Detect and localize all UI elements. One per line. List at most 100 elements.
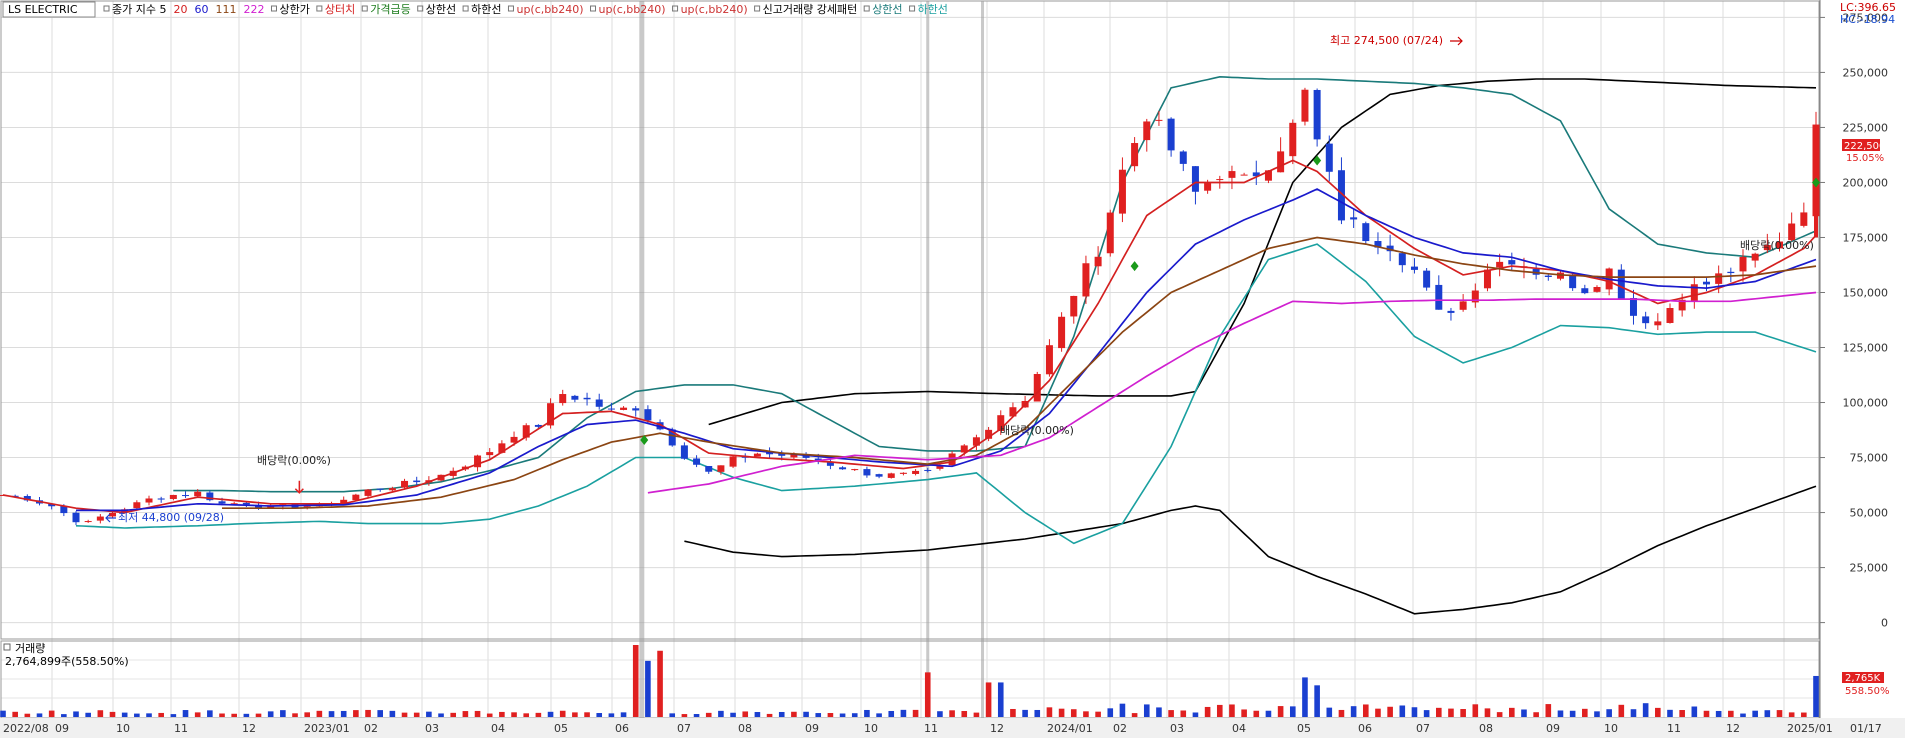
y-tick-label: 250,000 (1843, 66, 1889, 79)
candle-body (1678, 299, 1686, 311)
volume-bar (1022, 709, 1028, 717)
candle-body (656, 422, 664, 430)
volume-bar (766, 713, 773, 717)
candle-body (1009, 407, 1017, 417)
volume-checkbox[interactable] (3, 643, 11, 651)
candle-body (11, 495, 19, 497)
signal-diamond (1313, 155, 1322, 166)
volume-bar (1557, 710, 1564, 717)
volume-bar (1083, 711, 1089, 717)
volume-bar (353, 710, 359, 717)
legend-checkbox (507, 5, 514, 12)
candle-body (1374, 241, 1382, 248)
candle-body (388, 488, 396, 491)
volume-bar (730, 712, 736, 717)
volume-bar (1435, 707, 1442, 717)
candle-body (133, 502, 141, 509)
volume-bar (109, 711, 116, 717)
candle-body (48, 503, 56, 507)
candle-body (790, 453, 798, 458)
candle-body (1216, 179, 1224, 181)
candle-body (1252, 172, 1260, 177)
signal-diamond (1812, 177, 1820, 188)
legend-item: 가격급등 (370, 3, 410, 16)
volume-bar (255, 713, 262, 717)
volume-bar (48, 710, 55, 717)
candle-body (96, 516, 104, 521)
band-상한선 (173, 75, 1817, 493)
volume-bar (389, 710, 396, 717)
volume-bar (1740, 713, 1746, 717)
candle-body (1313, 89, 1321, 140)
volume-bar (207, 710, 213, 717)
current-price-tag (1842, 139, 1880, 151)
candle-body (1362, 223, 1370, 242)
x-tick-label: 08 (738, 722, 752, 735)
chart-annotations: 최고 274,500 (07/24) 최저 44,800 (09/28) 배당락(0… (105, 34, 1814, 524)
volume-bar (1399, 705, 1406, 717)
candle-body (23, 496, 31, 501)
volume-bar (645, 660, 651, 717)
candle-body (1617, 269, 1625, 299)
legend-checkbox (909, 5, 916, 12)
candle-body (620, 407, 628, 410)
volume-bar (486, 713, 493, 717)
volume-bar (1289, 706, 1296, 717)
volume-bar (937, 711, 943, 717)
volume-bar (438, 713, 444, 717)
candle-body (1337, 170, 1345, 221)
volume-bar (754, 712, 761, 717)
candle-body (267, 505, 275, 509)
legend-ma-period: 20 (173, 3, 187, 16)
candle-body (72, 512, 80, 523)
candle-body (230, 503, 238, 505)
volume-bar (559, 710, 566, 717)
candle-body (680, 445, 688, 459)
candle-body (753, 453, 761, 457)
volume-bar (61, 714, 67, 717)
candle-body (595, 399, 603, 407)
legend-checkbox (863, 5, 870, 12)
x-tick-label: 2023/01 (304, 722, 350, 735)
legend-checkbox (361, 5, 368, 12)
candle-body (1763, 245, 1771, 251)
candle-body (1033, 374, 1041, 402)
candle-body (498, 443, 506, 453)
volume-bar (231, 713, 237, 717)
volume-bar (669, 713, 676, 717)
stock-name-box[interactable] (2, 1, 96, 18)
volume-bar (1241, 709, 1247, 717)
volume-bar (1156, 707, 1162, 717)
ma-20-line (2, 159, 1817, 514)
event-marker-line (926, 1, 930, 718)
candle-body (1082, 263, 1090, 297)
volume-bar (1569, 710, 1576, 717)
candle-body (632, 408, 640, 411)
candle-body (194, 491, 202, 497)
legend-item: 상한선 (872, 3, 902, 16)
volume-bar (997, 682, 1004, 717)
candle-body (924, 469, 932, 471)
candle-body (206, 492, 214, 501)
legend-item: 상한선 (426, 3, 456, 16)
volume-bar (121, 712, 128, 717)
candle-body (534, 424, 542, 427)
current-price: 222,500 (1844, 141, 1885, 152)
y-tick-label: 100,000 (1843, 397, 1889, 410)
candle-body (1569, 274, 1577, 289)
candle-body (972, 437, 980, 446)
y-tick-label: 25,000 (1850, 562, 1889, 575)
candle-body (607, 408, 615, 410)
candle-body (1410, 266, 1418, 270)
volume-bar (1752, 710, 1758, 717)
x-tick-label: 06 (615, 722, 629, 735)
volume-bar (316, 710, 323, 717)
x-tick-label: 11 (924, 722, 938, 735)
x-tick-label: 05 (554, 722, 568, 735)
candle-body (401, 480, 409, 488)
volume-bar (827, 713, 834, 717)
y-tick-label: 50,000 (1850, 507, 1889, 520)
volume-bar (194, 712, 201, 717)
